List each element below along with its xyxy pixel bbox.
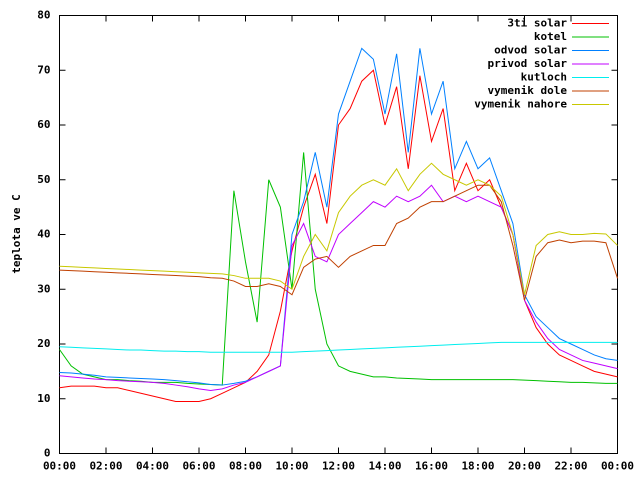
y-tick-label: 20 — [37, 337, 50, 350]
legend-label: 3ti solar — [507, 17, 567, 30]
x-tick-label: 00:00 — [43, 460, 76, 473]
series-line — [59, 341, 618, 353]
y-tick-label: 70 — [37, 63, 50, 76]
x-tick-label: 06:00 — [182, 460, 215, 473]
legend-label: vymenik dole — [488, 84, 568, 97]
y-tick-label: 10 — [37, 392, 50, 405]
x-tick-label: 22:00 — [554, 460, 587, 473]
series-line — [59, 184, 618, 301]
series-line — [59, 69, 618, 402]
y-tick-label: 60 — [37, 118, 50, 131]
y-tick-label: 80 — [37, 9, 50, 22]
y-axis-label: teplota ve C — [10, 194, 23, 273]
x-tick-label: 16:00 — [415, 460, 448, 473]
x-tick-label: 02:00 — [89, 460, 122, 473]
y-tick-label: 30 — [37, 282, 50, 295]
x-tick-label: 00:00 — [601, 460, 634, 473]
legend-label: kutloch — [521, 71, 567, 84]
legend-label: kotel — [534, 30, 567, 43]
x-tick-label: 20:00 — [508, 460, 541, 473]
y-tick-label: 50 — [37, 173, 50, 186]
x-tick-label: 10:00 — [275, 460, 308, 473]
legend-label: odvod solar — [494, 44, 567, 57]
series-line — [59, 162, 618, 295]
y-tick-label: 40 — [37, 228, 50, 241]
x-tick-label: 08:00 — [229, 460, 262, 473]
x-tick-label: 14:00 — [368, 460, 401, 473]
x-tick-label: 12:00 — [322, 460, 355, 473]
y-tick-label: 0 — [44, 447, 51, 460]
series-line — [59, 184, 618, 392]
x-tick-label: 18:00 — [461, 460, 494, 473]
x-tick-label: 04:00 — [136, 460, 169, 473]
legend-label: vymenik nahore — [474, 98, 567, 111]
legend-label: privod solar — [488, 57, 568, 70]
